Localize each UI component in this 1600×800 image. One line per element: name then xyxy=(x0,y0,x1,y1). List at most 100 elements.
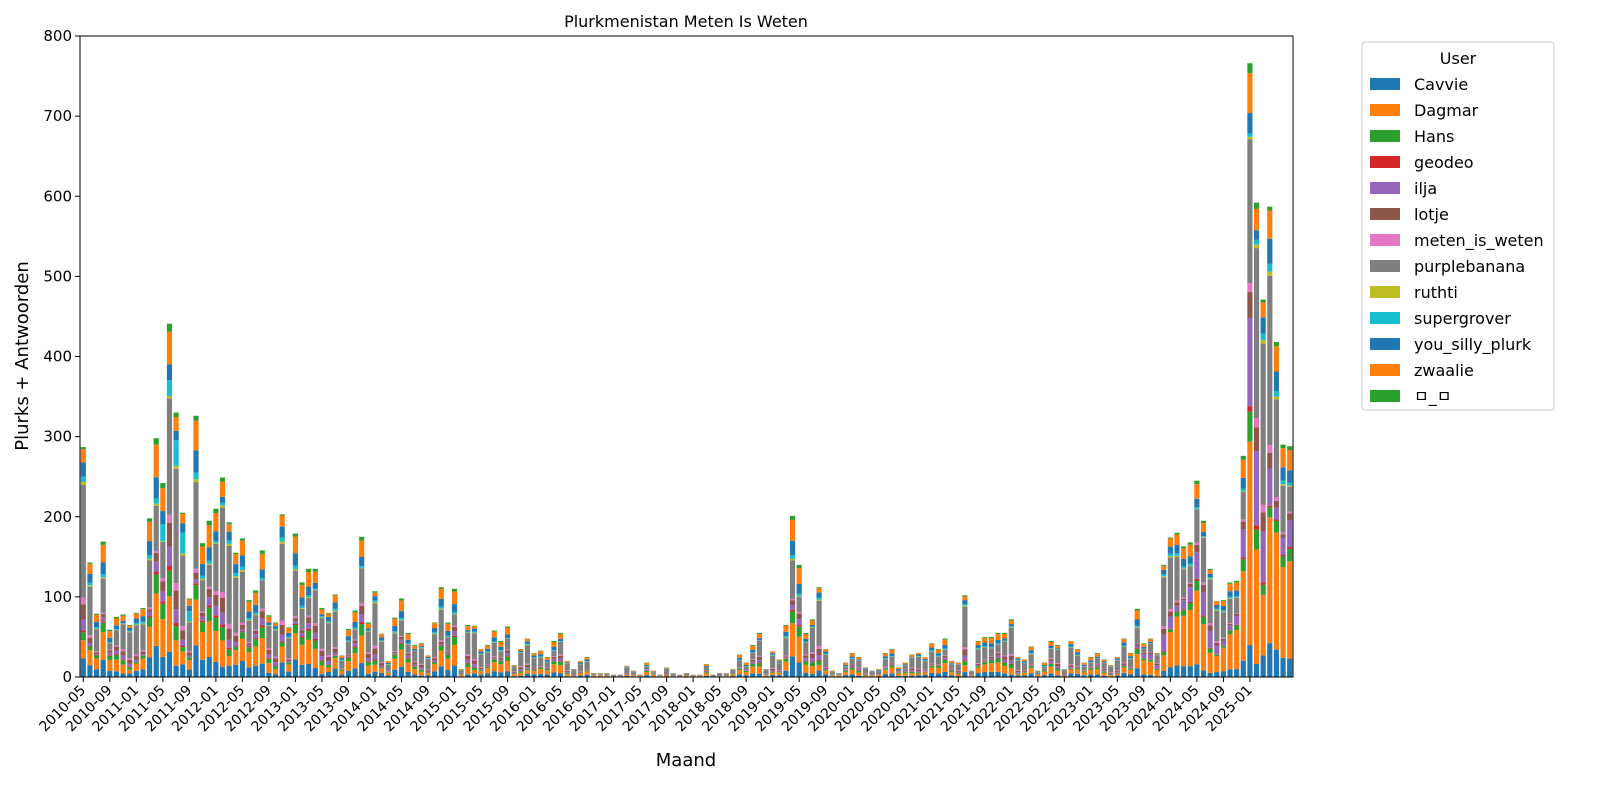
bar-segment xyxy=(1101,661,1107,663)
bar-segment xyxy=(922,671,928,672)
bar-segment xyxy=(173,412,179,417)
bar-segment xyxy=(319,661,325,666)
bar-segment xyxy=(286,659,292,662)
bar-segment xyxy=(438,640,444,642)
bar-segment xyxy=(1200,584,1207,593)
bar-segment xyxy=(1048,666,1054,674)
bar-segment xyxy=(193,472,199,480)
bar-segment xyxy=(1260,655,1266,677)
bar-segment xyxy=(816,587,822,589)
bar-segment xyxy=(524,644,530,646)
bar-segment xyxy=(292,618,299,622)
bar-segment xyxy=(988,636,994,638)
bar-segment xyxy=(849,656,855,659)
bar-segment xyxy=(823,669,829,671)
bar-segment xyxy=(312,638,318,641)
bar-segment xyxy=(1074,655,1081,667)
bar-segment xyxy=(1128,668,1134,670)
bar-segment xyxy=(962,647,968,650)
bar-segment xyxy=(352,647,358,654)
bar-segment xyxy=(1114,671,1120,673)
bar-segment xyxy=(200,620,206,623)
bar-segment xyxy=(988,646,994,648)
bar-segment xyxy=(299,644,305,665)
bar-segment xyxy=(379,637,385,641)
bar-segment xyxy=(756,663,762,667)
bar-segment xyxy=(922,658,928,661)
bar-segment xyxy=(736,655,743,658)
bar-segment xyxy=(432,634,438,657)
bar-segment xyxy=(909,655,915,657)
bar-segment xyxy=(1247,63,1253,73)
bar-segment xyxy=(1227,583,1233,592)
bar-segment xyxy=(1207,578,1213,580)
bar-segment xyxy=(1055,662,1061,664)
bar-segment xyxy=(352,639,358,641)
bar-segment xyxy=(955,673,961,677)
bar-segment xyxy=(332,611,338,648)
bar-segment xyxy=(1267,517,1273,644)
bar-segment xyxy=(856,669,862,671)
bar-segment xyxy=(471,628,477,632)
bar-segment xyxy=(1108,666,1114,673)
bar-segment xyxy=(1227,596,1233,599)
bar-segment xyxy=(1187,610,1193,667)
bar-segment xyxy=(478,670,484,672)
bar-segment xyxy=(703,664,709,666)
bar-segment xyxy=(736,657,743,660)
bar-segment xyxy=(1181,610,1187,616)
bar-segment xyxy=(432,662,438,665)
bar-segment xyxy=(186,669,192,677)
bar-segment xyxy=(200,622,206,633)
y-tick-label: 200 xyxy=(43,508,72,526)
bar-segment xyxy=(133,625,139,655)
bar-segment xyxy=(412,645,418,649)
bar-segment xyxy=(1240,491,1246,493)
legend-label: Cavvie xyxy=(1414,75,1468,94)
bar-segment xyxy=(405,658,411,663)
bar-segment xyxy=(856,672,862,676)
bar-segment xyxy=(1240,477,1246,489)
bar-segment xyxy=(80,476,86,482)
bar-segment xyxy=(1121,645,1127,647)
bar-segment xyxy=(233,635,239,643)
bar-segment xyxy=(332,602,338,609)
bar-segment xyxy=(1253,525,1260,530)
bar-segment xyxy=(292,623,299,626)
bar-segment xyxy=(266,654,272,658)
bar-segment xyxy=(133,670,139,677)
bar-segment xyxy=(1094,653,1101,657)
bar-segment xyxy=(1194,509,1200,543)
bar-segment xyxy=(1240,557,1246,560)
bar-segment xyxy=(498,672,504,677)
bar-segment xyxy=(756,659,762,663)
bar-segment xyxy=(909,656,915,658)
bar-segment xyxy=(206,621,212,658)
bar-segment xyxy=(1101,670,1107,672)
bar-segment xyxy=(93,627,100,629)
bar-segment xyxy=(1161,628,1167,635)
bar-segment xyxy=(796,619,802,626)
bar-segment xyxy=(1167,631,1173,668)
bar-segment xyxy=(253,638,259,640)
bar-segment xyxy=(120,673,126,677)
bar-segment xyxy=(306,597,312,616)
bar-segment xyxy=(272,623,279,627)
bar-segment xyxy=(359,622,365,625)
bar-segment xyxy=(915,668,922,670)
bar-segment xyxy=(803,661,809,665)
bar-segment xyxy=(1048,659,1054,662)
bar-segment xyxy=(186,657,192,660)
bar-segment xyxy=(279,541,285,544)
bar-segment xyxy=(743,675,749,677)
legend-frame xyxy=(1361,41,1555,411)
bar-segment xyxy=(398,643,405,650)
bar-segment xyxy=(1101,669,1107,671)
bar-segment xyxy=(332,655,338,659)
bar-segment xyxy=(922,657,928,659)
bar-segment xyxy=(1247,292,1253,318)
bar-segment xyxy=(398,642,405,644)
bar-segment xyxy=(1260,317,1266,334)
bar-segment xyxy=(319,648,325,651)
bar-segment xyxy=(113,646,120,651)
